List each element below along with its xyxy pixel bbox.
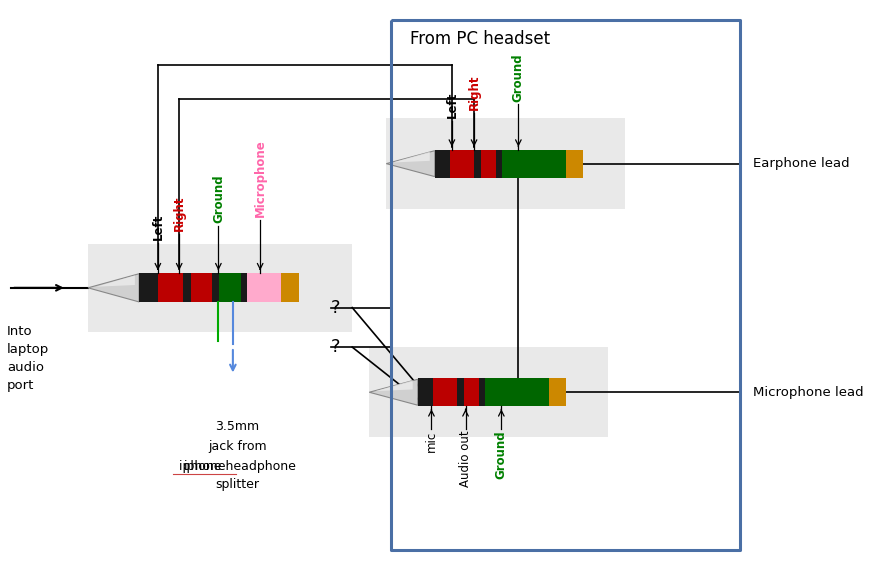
FancyBboxPatch shape — [479, 378, 486, 406]
FancyBboxPatch shape — [369, 347, 608, 437]
FancyBboxPatch shape — [474, 149, 481, 178]
Polygon shape — [88, 274, 139, 302]
Text: ?: ? — [330, 338, 340, 356]
Text: 3.5mm: 3.5mm — [215, 421, 260, 433]
Text: jack from: jack from — [208, 440, 267, 453]
Text: Earphone lead: Earphone lead — [753, 157, 850, 170]
Text: Ground: Ground — [512, 53, 525, 101]
FancyBboxPatch shape — [433, 378, 457, 406]
FancyBboxPatch shape — [158, 273, 183, 303]
FancyBboxPatch shape — [464, 378, 479, 406]
Text: iphone headphone: iphone headphone — [179, 460, 296, 473]
FancyBboxPatch shape — [481, 149, 496, 178]
Text: Right: Right — [468, 75, 480, 110]
FancyBboxPatch shape — [219, 273, 240, 303]
FancyBboxPatch shape — [386, 119, 625, 209]
FancyBboxPatch shape — [486, 378, 549, 406]
FancyBboxPatch shape — [566, 149, 583, 178]
Text: Ground: Ground — [212, 174, 225, 223]
FancyBboxPatch shape — [246, 273, 281, 303]
Text: mic: mic — [425, 430, 438, 452]
Polygon shape — [375, 380, 413, 391]
FancyBboxPatch shape — [457, 378, 464, 406]
FancyBboxPatch shape — [88, 244, 353, 332]
Polygon shape — [386, 150, 435, 177]
Text: Microphone: Microphone — [253, 140, 267, 217]
FancyBboxPatch shape — [213, 273, 219, 303]
FancyBboxPatch shape — [435, 149, 450, 178]
Text: From PC headset: From PC headset — [410, 30, 550, 48]
Text: Audio out: Audio out — [459, 430, 472, 487]
FancyBboxPatch shape — [191, 273, 213, 303]
Text: Microphone lead: Microphone lead — [753, 386, 863, 399]
FancyBboxPatch shape — [281, 273, 299, 303]
Text: Right: Right — [173, 196, 186, 231]
Polygon shape — [369, 379, 418, 405]
FancyBboxPatch shape — [549, 378, 566, 406]
Text: Left: Left — [152, 214, 165, 240]
FancyBboxPatch shape — [418, 378, 433, 406]
FancyBboxPatch shape — [502, 149, 566, 178]
FancyBboxPatch shape — [183, 273, 191, 303]
Text: splitter: splitter — [215, 478, 259, 491]
Polygon shape — [392, 152, 430, 162]
Text: ?: ? — [330, 299, 340, 316]
FancyBboxPatch shape — [450, 149, 474, 178]
FancyBboxPatch shape — [496, 149, 502, 178]
Text: Left: Left — [446, 92, 458, 119]
Text: Into
laptop
audio
port: Into laptop audio port — [7, 324, 50, 392]
Text: iphone: iphone — [184, 460, 227, 473]
Polygon shape — [97, 275, 135, 287]
FancyBboxPatch shape — [139, 273, 158, 303]
FancyBboxPatch shape — [240, 273, 246, 303]
Text: Ground: Ground — [494, 430, 508, 479]
